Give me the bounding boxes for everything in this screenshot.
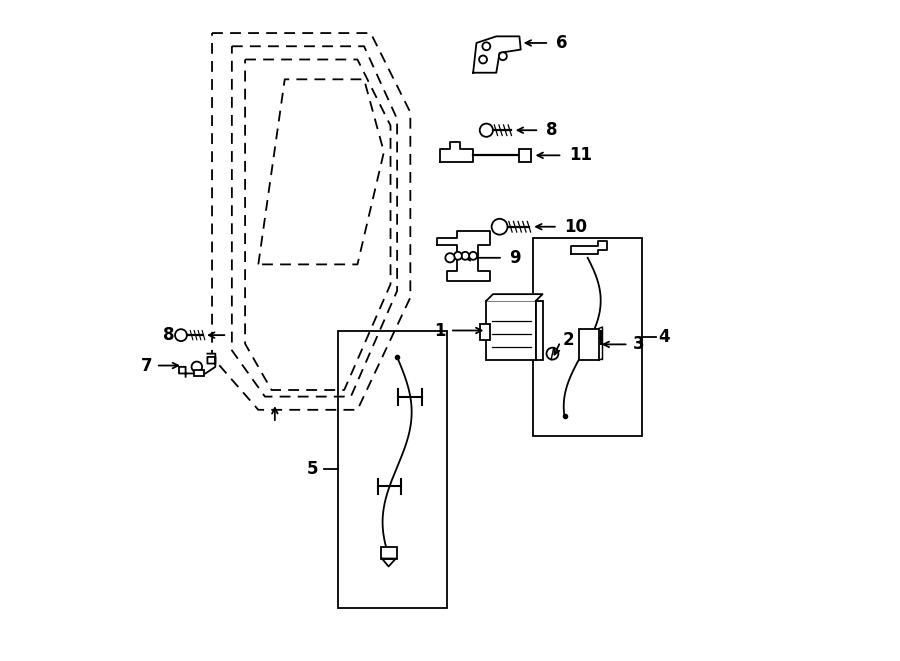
Polygon shape: [473, 36, 521, 73]
Bar: [536, 301, 543, 360]
Circle shape: [479, 56, 487, 63]
Bar: [480, 324, 490, 340]
Text: 1: 1: [434, 321, 446, 340]
Bar: [338, 330, 446, 608]
Polygon shape: [486, 294, 543, 301]
Circle shape: [461, 252, 469, 260]
Circle shape: [499, 52, 507, 60]
Circle shape: [454, 252, 462, 260]
Polygon shape: [179, 354, 215, 377]
Text: 6: 6: [556, 34, 567, 52]
Circle shape: [446, 253, 454, 262]
Circle shape: [546, 348, 558, 360]
Polygon shape: [440, 142, 473, 162]
Text: 4: 4: [658, 328, 670, 346]
Text: 8: 8: [163, 326, 175, 344]
Polygon shape: [436, 231, 490, 281]
Text: 2: 2: [562, 331, 574, 350]
Circle shape: [175, 329, 187, 341]
Text: 10: 10: [564, 217, 588, 236]
Polygon shape: [382, 559, 396, 566]
Circle shape: [480, 124, 493, 137]
Bar: [519, 149, 531, 162]
Circle shape: [192, 362, 202, 372]
Text: 8: 8: [545, 121, 557, 139]
Text: 3: 3: [633, 335, 644, 354]
Text: 9: 9: [509, 249, 521, 267]
Polygon shape: [572, 241, 608, 254]
Text: 11: 11: [569, 146, 592, 165]
Bar: [194, 370, 204, 376]
Circle shape: [469, 252, 477, 260]
Circle shape: [491, 219, 508, 235]
Bar: [486, 301, 536, 360]
Bar: [381, 547, 397, 559]
Bar: [579, 329, 599, 360]
Text: 7: 7: [141, 356, 153, 375]
Circle shape: [482, 42, 491, 50]
Text: 5: 5: [306, 460, 318, 479]
Bar: [533, 238, 642, 436]
